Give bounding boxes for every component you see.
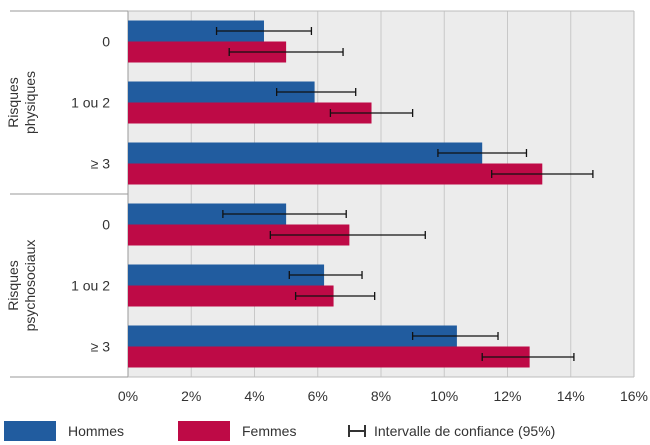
x-tick-label: 6% (308, 388, 328, 404)
legend-swatch-femmes (178, 421, 230, 441)
bar-femmes (128, 285, 334, 307)
bar-hommes (128, 81, 315, 103)
group-label-line: psychosociaux (22, 240, 38, 332)
category-label: 1 ou 2 (71, 278, 110, 294)
legend-item-hommes: Hommes (4, 418, 124, 444)
bar-femmes (128, 346, 530, 368)
bar-hommes (128, 142, 483, 164)
bar-chart: 0% 2% 4% 6% 8% 10% 12% 14% 16%Risquesphysiques01… (5, 10, 648, 404)
category-label: 0 (102, 34, 110, 50)
category-label: 0 (102, 217, 110, 233)
bar-hommes (128, 325, 457, 347)
category-label: ≥ 3 (91, 156, 111, 172)
bar-femmes (128, 224, 350, 246)
x-tick-label: 4% (244, 388, 264, 404)
group-label-line: Risques (5, 260, 21, 311)
bar-hommes (128, 203, 287, 225)
x-tick-label: 16% (620, 388, 648, 404)
x-tick-label: 0% (118, 388, 138, 404)
legend-label-femmes: Femmes (242, 423, 297, 439)
legend-label-hommes: Hommes (68, 423, 125, 439)
legend-label-ci: Intervalle de confiance (95%) (374, 423, 556, 439)
bar-hommes (128, 20, 264, 42)
legend-item-femmes: Femmes (178, 418, 296, 444)
legend: Hommes Femmes Intervalle de confiance (9… (0, 418, 650, 444)
bar-hommes (128, 264, 325, 286)
category-label: ≥ 3 (91, 339, 111, 355)
group-label: Risquesphysiques (5, 71, 38, 134)
category-label: 1 ou 2 (71, 95, 110, 111)
x-tick-label: 10% (430, 388, 458, 404)
x-tick-label: 2% (181, 388, 201, 404)
legend-swatch-hommes (4, 421, 56, 441)
legend-item-ci: Intervalle de confiance (95%) (348, 418, 555, 444)
x-tick-label: 14% (557, 388, 585, 404)
group-label-line: physiques (22, 71, 38, 134)
confidence-interval-icon (348, 425, 366, 437)
bar-femmes (128, 163, 543, 185)
x-tick-label: 12% (493, 388, 521, 404)
group-label: Risquespsychosociaux (5, 240, 38, 332)
x-tick-label: 8% (371, 388, 391, 404)
bar-femmes (128, 102, 372, 124)
group-label-line: Risques (5, 77, 21, 128)
bar-femmes (128, 41, 287, 63)
